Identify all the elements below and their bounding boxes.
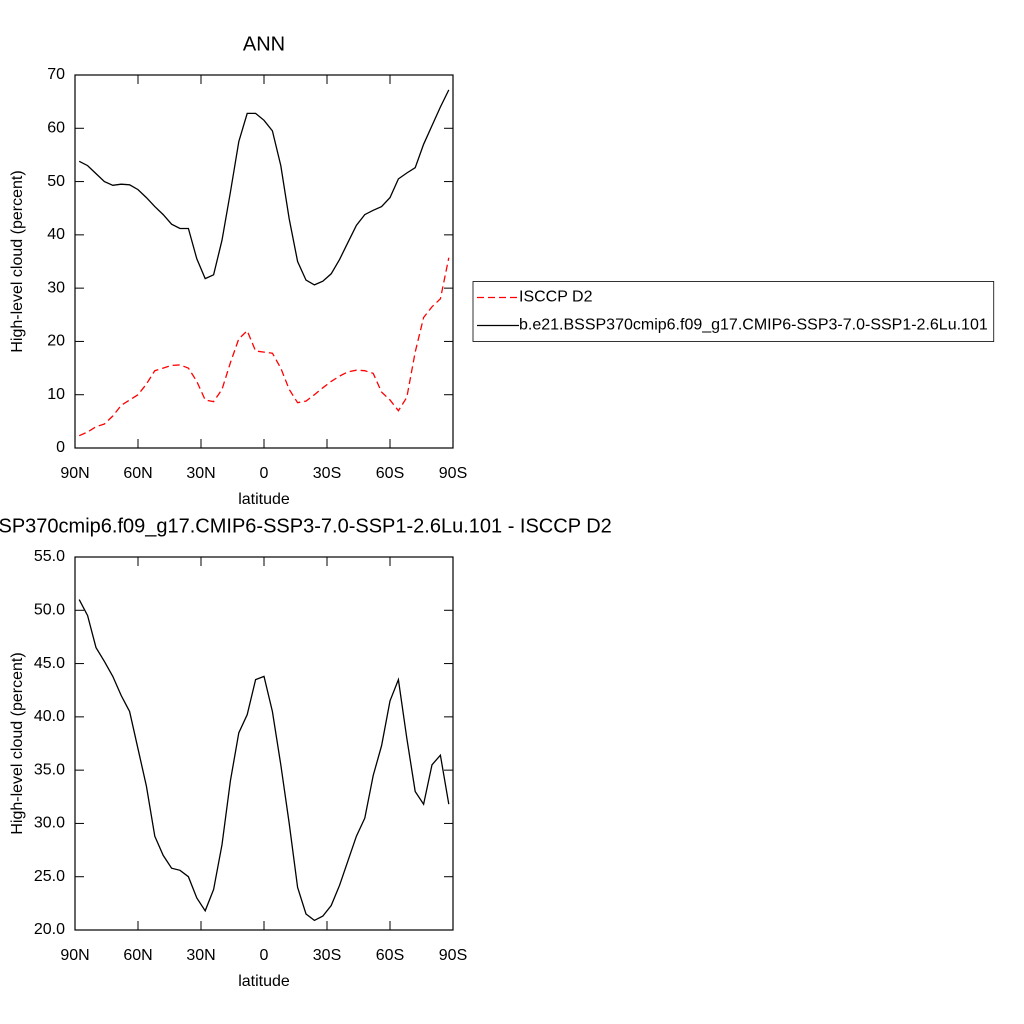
y-axis-label: High-level cloud (percent) bbox=[9, 652, 26, 834]
y-tick-label: 30 bbox=[47, 279, 65, 296]
x-tick-label: 0 bbox=[260, 947, 269, 964]
y-tick-label: 35.0 bbox=[34, 761, 65, 778]
x-tick-label: 60S bbox=[376, 947, 404, 964]
chart-title: b.e21.BSSP370cmip6.f09_g17.CMIP6-SSP3-7.… bbox=[0, 515, 612, 537]
y-tick-label: 0 bbox=[56, 439, 65, 456]
y-tick-label: 50.0 bbox=[34, 602, 65, 619]
y-tick-label: 10 bbox=[47, 386, 65, 403]
x-tick-label: 30S bbox=[313, 947, 341, 964]
y-tick-label: 70 bbox=[47, 66, 65, 83]
y-tick-label: 55.0 bbox=[34, 548, 65, 565]
chart-title: ANN bbox=[243, 33, 285, 55]
legend-label: b.e21.BSSP370cmip6.f09_g17.CMIP6-SSP3-7.… bbox=[519, 317, 988, 334]
data-line bbox=[78, 89, 450, 286]
plot-frame bbox=[74, 74, 454, 449]
x-tick-label: 30S bbox=[313, 465, 341, 482]
legend-box bbox=[472, 281, 995, 342]
y-tick-label: 40 bbox=[47, 226, 65, 243]
y-tick-label: 60 bbox=[47, 120, 65, 137]
y-tick-label: 20.0 bbox=[34, 921, 65, 938]
x-tick-label: 30N bbox=[186, 947, 215, 964]
x-tick-label: 90S bbox=[439, 465, 467, 482]
data-line bbox=[78, 257, 450, 437]
legend-label: ISCCP D2 bbox=[519, 289, 593, 306]
x-tick-label: 60N bbox=[123, 465, 152, 482]
x-axis-label: latitude bbox=[238, 973, 290, 990]
y-axis-label: High-level cloud (percent) bbox=[9, 170, 26, 352]
data-line bbox=[78, 599, 450, 922]
y-tick-label: 45.0 bbox=[34, 655, 65, 672]
y-tick-label: 40.0 bbox=[34, 708, 65, 725]
x-tick-label: 0 bbox=[260, 465, 269, 482]
x-tick-label: 90N bbox=[60, 465, 89, 482]
x-axis-label: latitude bbox=[238, 491, 290, 508]
plot-frame bbox=[74, 556, 454, 931]
x-tick-label: 60N bbox=[123, 947, 152, 964]
x-tick-label: 30N bbox=[186, 465, 215, 482]
x-tick-label: 90N bbox=[60, 947, 89, 964]
y-tick-label: 30.0 bbox=[34, 815, 65, 832]
y-tick-label: 20 bbox=[47, 333, 65, 350]
y-tick-label: 25.0 bbox=[34, 868, 65, 885]
x-tick-label: 60S bbox=[376, 465, 404, 482]
y-tick-label: 50 bbox=[47, 173, 65, 190]
x-tick-label: 90S bbox=[439, 947, 467, 964]
